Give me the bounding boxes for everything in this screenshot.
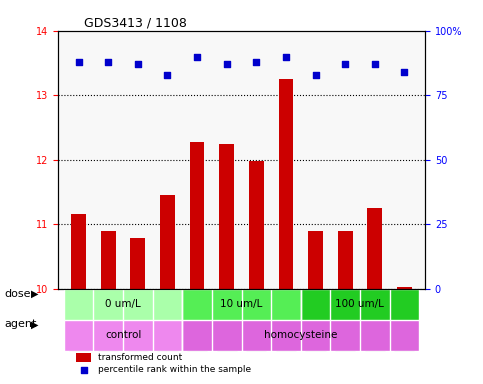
FancyBboxPatch shape <box>182 319 419 351</box>
Point <box>104 59 112 65</box>
Text: percentile rank within the sample: percentile rank within the sample <box>99 365 252 374</box>
Bar <box>101 231 116 289</box>
Bar <box>367 208 382 289</box>
Text: ▶: ▶ <box>31 289 39 299</box>
Bar <box>338 231 353 289</box>
FancyBboxPatch shape <box>301 289 419 319</box>
Text: ▶: ▶ <box>31 319 39 329</box>
Bar <box>71 215 86 289</box>
Point <box>223 61 230 67</box>
Text: homocysteine: homocysteine <box>264 330 338 340</box>
Point <box>253 59 260 65</box>
Point <box>134 61 142 67</box>
Point <box>164 71 171 78</box>
FancyBboxPatch shape <box>182 289 301 319</box>
Bar <box>397 287 412 289</box>
FancyBboxPatch shape <box>64 319 182 351</box>
Point <box>371 61 379 67</box>
Bar <box>219 144 234 289</box>
Point <box>75 59 83 65</box>
Text: 100 um/L: 100 um/L <box>336 299 384 309</box>
Bar <box>249 161 264 289</box>
Text: control: control <box>105 330 141 340</box>
Point <box>341 61 349 67</box>
Bar <box>190 142 204 289</box>
Bar <box>76 353 91 362</box>
FancyBboxPatch shape <box>64 289 182 319</box>
Text: transformed count: transformed count <box>99 353 183 362</box>
Bar <box>308 231 323 289</box>
Bar <box>160 195 175 289</box>
Text: agent: agent <box>5 319 37 329</box>
Point <box>282 53 290 60</box>
Point <box>400 69 408 75</box>
Text: dose: dose <box>5 289 31 299</box>
Point <box>193 53 201 60</box>
Text: 0 um/L: 0 um/L <box>105 299 141 309</box>
Point <box>312 71 319 78</box>
Bar <box>130 238 145 289</box>
Point <box>80 367 87 373</box>
Text: 10 um/L: 10 um/L <box>220 299 263 309</box>
Text: GDS3413 / 1108: GDS3413 / 1108 <box>84 17 186 30</box>
Bar <box>279 79 293 289</box>
